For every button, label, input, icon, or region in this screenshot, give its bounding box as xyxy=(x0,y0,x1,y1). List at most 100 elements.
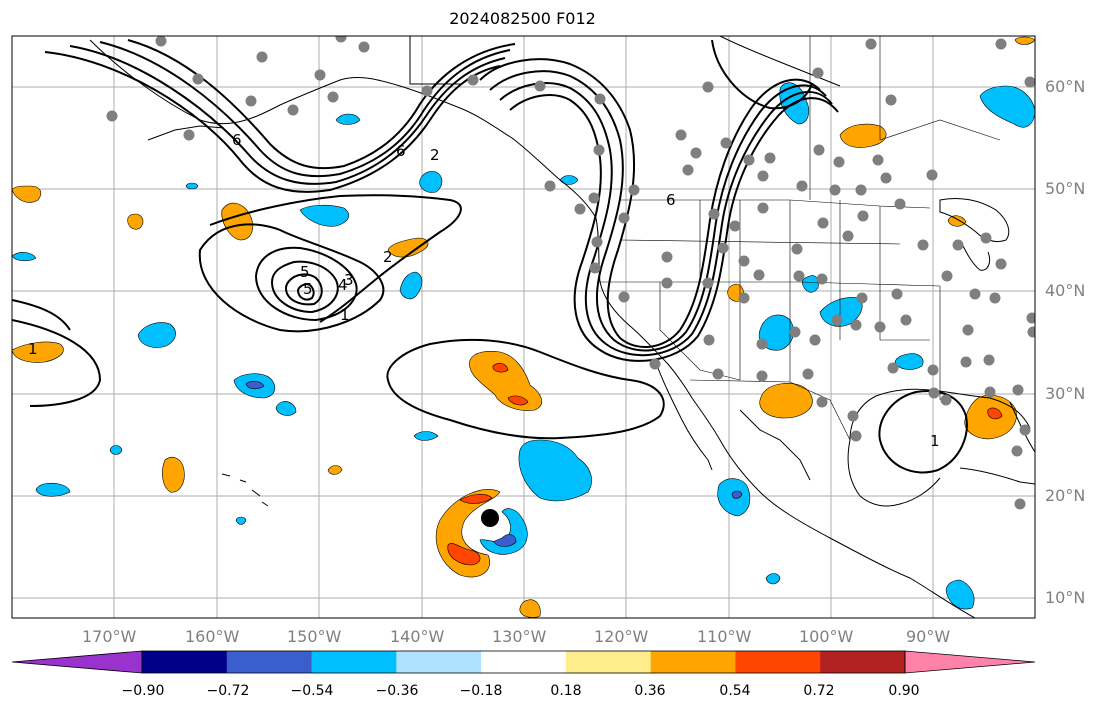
map-frame xyxy=(11,35,1036,619)
contour-label: 1 xyxy=(930,432,940,450)
station-dots xyxy=(106,36,1035,510)
colorbar-bin xyxy=(735,651,821,673)
colorbar-tick-label: 0.36 xyxy=(634,683,666,699)
station-dot xyxy=(574,203,586,215)
storm-center-marker xyxy=(481,509,499,527)
station-dot xyxy=(593,144,605,156)
station-dot xyxy=(702,81,714,93)
lon-label-160w: 160°W xyxy=(185,627,240,646)
station-dot xyxy=(887,362,899,374)
station-dot xyxy=(421,85,433,97)
station-dot xyxy=(995,38,1007,50)
station-dot xyxy=(708,208,720,220)
station-dot xyxy=(358,41,370,53)
negative-anomaly-fills xyxy=(12,82,1035,610)
colorbar-bin xyxy=(396,651,482,673)
lat-label-60n: 60°N xyxy=(1045,77,1086,96)
lon-label-130w: 130°W xyxy=(492,627,547,646)
station-dot xyxy=(335,36,347,43)
station-dot xyxy=(894,198,906,210)
station-dot xyxy=(183,129,195,141)
station-dot xyxy=(1014,498,1026,510)
colorbar-bin xyxy=(311,651,397,673)
station-dot xyxy=(989,292,1001,304)
station-dot xyxy=(618,212,630,224)
contour-label: 2 xyxy=(383,248,393,266)
colorbar-bin xyxy=(142,651,228,673)
positive-anomaly-fills xyxy=(12,36,1035,618)
contour-lines xyxy=(12,39,968,474)
station-dot xyxy=(682,164,694,176)
station-dot xyxy=(927,364,939,376)
station-dot xyxy=(675,129,687,141)
lon-label-170w: 170°W xyxy=(82,627,137,646)
station-dot xyxy=(753,269,765,281)
station-dot xyxy=(661,277,673,289)
station-dot xyxy=(817,217,829,229)
colorbar-bin xyxy=(481,651,567,673)
station-dot xyxy=(729,220,741,232)
colorbar-tick-label: −0.72 xyxy=(206,683,250,699)
colorbar-tick-label: 0.18 xyxy=(550,683,582,699)
station-dot xyxy=(757,170,769,182)
station-dot xyxy=(712,368,724,380)
colorbar-tick-label: 0.90 xyxy=(888,683,920,699)
station-dot xyxy=(649,358,661,370)
contour-label: 6 xyxy=(232,131,242,149)
station-dot xyxy=(995,258,1007,270)
contour-label: 3 xyxy=(344,271,354,289)
station-dot xyxy=(960,356,972,368)
station-dot xyxy=(720,137,732,149)
colorbar-tick-label: −0.36 xyxy=(375,683,419,699)
contour-label: 1 xyxy=(340,306,350,324)
contour-labels: 6 2 6 5 5 4 3 2 1 1 6 1 xyxy=(28,131,940,450)
station-dot xyxy=(192,73,204,85)
station-dot xyxy=(952,239,964,251)
station-dot xyxy=(831,314,843,326)
lat-label-40n: 40°N xyxy=(1045,281,1086,300)
station-dot xyxy=(1011,445,1023,457)
station-dot xyxy=(106,110,118,122)
contour-label: 6 xyxy=(666,191,676,209)
station-dot xyxy=(738,292,750,304)
station-dot xyxy=(594,93,606,105)
station-dot xyxy=(690,147,702,159)
colorbar-bin xyxy=(226,651,313,673)
station-dot xyxy=(891,288,903,300)
contour-label: 6 xyxy=(396,142,406,160)
station-dot xyxy=(717,242,729,254)
station-dot xyxy=(756,370,768,382)
station-dot xyxy=(314,69,326,81)
station-dot xyxy=(256,51,268,63)
station-dot xyxy=(900,314,912,326)
station-dot xyxy=(816,273,828,285)
lat-label-30n: 30°N xyxy=(1045,384,1086,403)
station-dot xyxy=(856,292,868,304)
colorbar-tick-label: −0.18 xyxy=(459,683,503,699)
colorbar-tick-label: 0.54 xyxy=(719,683,751,699)
station-dot xyxy=(743,154,755,166)
station-dot xyxy=(1026,312,1035,324)
station-dot xyxy=(885,94,897,106)
station-dot xyxy=(757,202,769,214)
lon-label-90w: 90°W xyxy=(906,627,951,646)
station-dot xyxy=(764,152,776,164)
station-dot xyxy=(855,184,867,196)
station-dot xyxy=(984,386,996,398)
colorbar-bin xyxy=(820,651,906,673)
colorbar-outline xyxy=(141,650,906,674)
station-dot xyxy=(245,95,257,107)
station-dot xyxy=(287,104,299,116)
station-dot xyxy=(791,243,803,255)
station-dot xyxy=(544,180,556,192)
lat-label-50n: 50°N xyxy=(1045,179,1086,198)
station-dot xyxy=(847,410,859,422)
station-dot xyxy=(809,334,821,346)
station-dot xyxy=(917,239,929,251)
station-dot xyxy=(850,319,862,331)
colorbar-extend-low xyxy=(11,650,143,674)
station-dot xyxy=(833,156,845,168)
station-dot xyxy=(628,184,640,196)
station-dot xyxy=(793,270,805,282)
